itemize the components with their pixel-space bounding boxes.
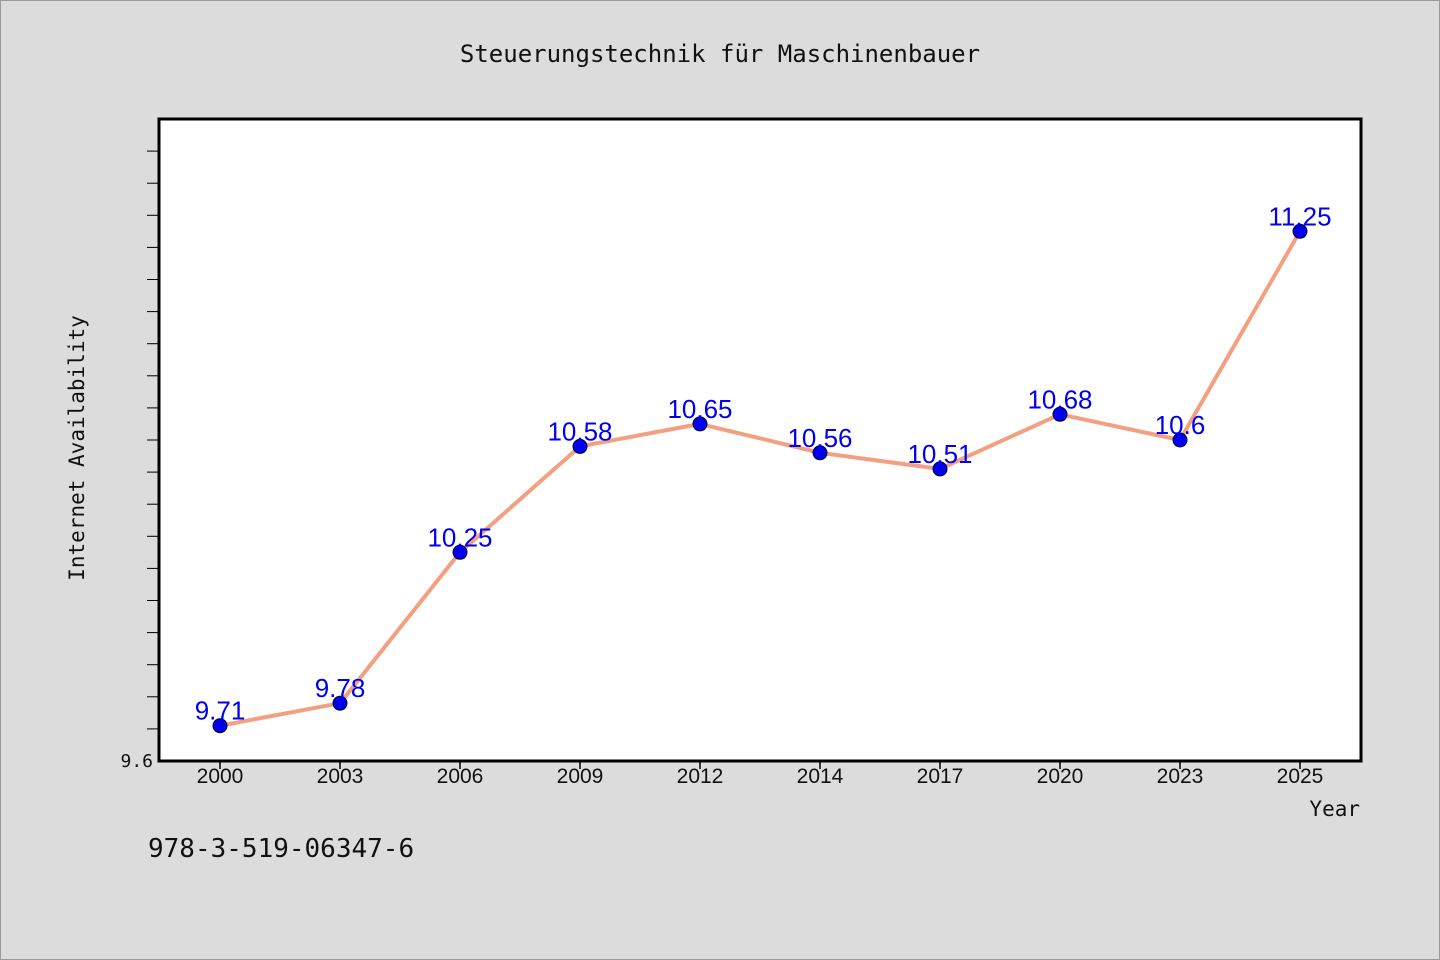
data-point <box>1172 432 1188 448</box>
y-axis-ticks <box>147 150 159 730</box>
x-tick-label: 2025 <box>1277 765 1324 788</box>
y-tick-label: 9.6 <box>120 751 153 772</box>
data-point <box>452 544 468 560</box>
y-axis-label: Internet Availability <box>65 315 89 581</box>
x-tick-label: 2009 <box>557 765 604 788</box>
data-label: 9.71 <box>195 696 246 726</box>
x-axis-tick-labels: 2000 2003 2006 2009 2012 2014 2017 2020 2023 2025 <box>197 765 1324 788</box>
x-tick-label: 2020 <box>1037 765 1084 788</box>
data-point <box>1292 223 1308 239</box>
data-label: 10.6 <box>1155 410 1206 440</box>
data-label: 10.58 <box>547 416 612 446</box>
data-label: 10.25 <box>427 522 492 552</box>
x-tick-label: 2014 <box>797 765 844 788</box>
x-axis-label: Year <box>1309 797 1360 821</box>
x-tick-label: 2017 <box>917 765 964 788</box>
data-point <box>932 461 948 477</box>
data-points <box>212 223 1308 734</box>
data-label: 10.56 <box>787 423 852 453</box>
data-point <box>1052 406 1068 422</box>
data-point <box>332 695 348 711</box>
x-tick-label: 2000 <box>197 765 244 788</box>
data-point <box>692 416 708 432</box>
data-point <box>212 718 228 734</box>
x-tick-label: 2023 <box>1157 765 1204 788</box>
x-tick-label: 2003 <box>317 765 364 788</box>
data-point <box>812 445 828 461</box>
data-labels: 9.71 9.78 10.25 10.58 10.65 10.56 10.51 10.68 10… <box>195 201 1332 725</box>
series-line <box>219 230 1302 728</box>
data-label: 10.65 <box>667 394 732 424</box>
isbn-label: 978-3-519-06347-6 <box>148 834 415 864</box>
data-label: 11.25 <box>1268 201 1331 231</box>
data-point <box>572 438 588 454</box>
x-tick-label: 2006 <box>437 765 484 788</box>
data-label: 9.78 <box>315 673 366 703</box>
x-axis-ticks <box>219 761 1301 769</box>
x-tick-label: 2012 <box>677 765 724 788</box>
plot-area <box>157 117 1363 763</box>
data-label: 10.51 <box>907 439 972 469</box>
data-label: 10.68 <box>1027 384 1092 414</box>
chart-title: Steuerungstechnik für Maschinenbauer <box>460 40 980 68</box>
